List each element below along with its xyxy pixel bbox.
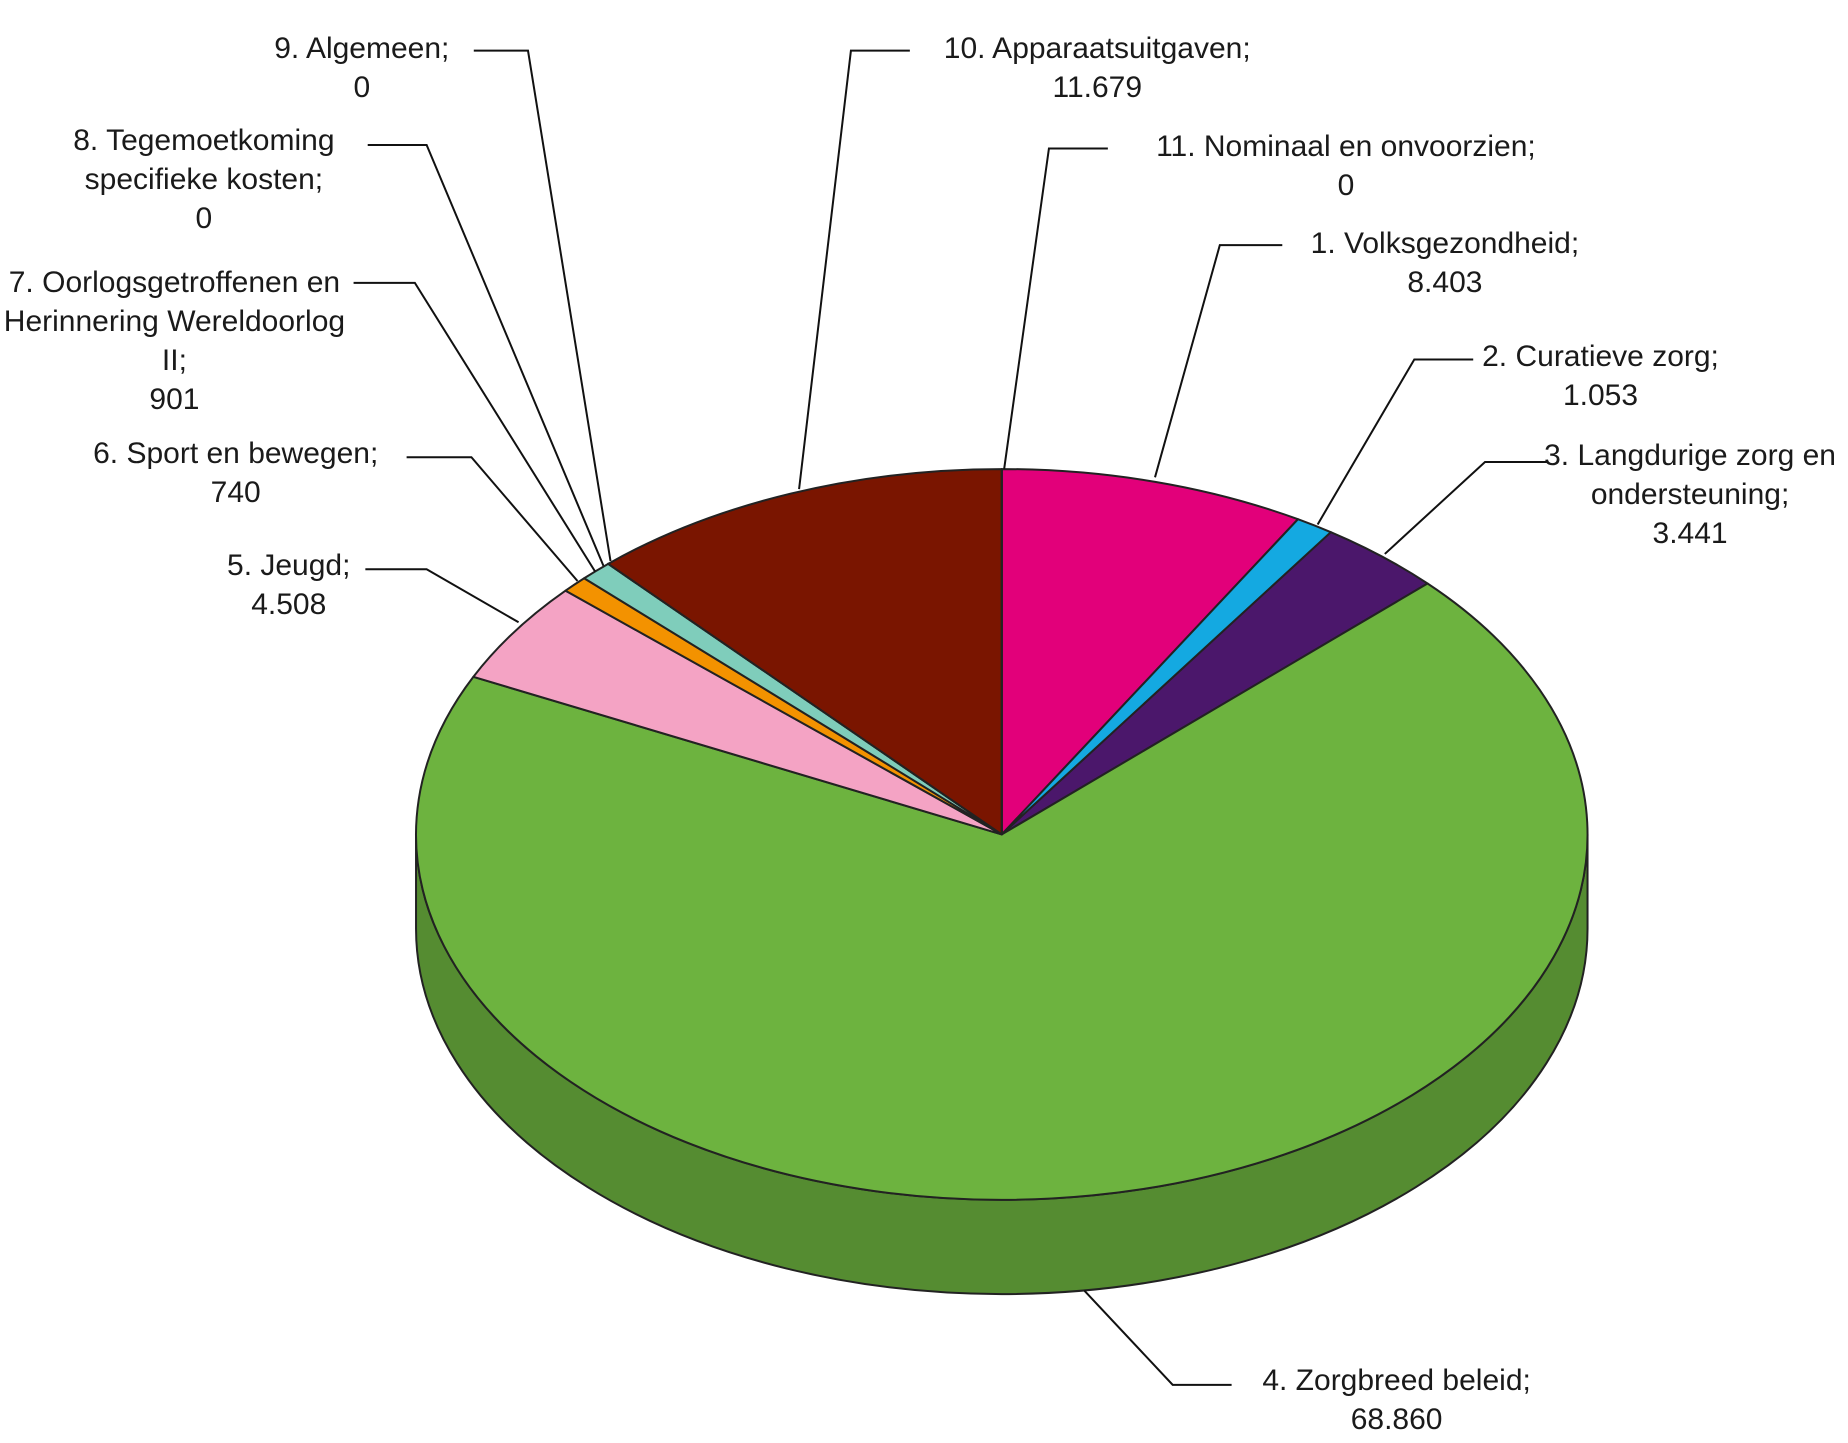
value-label: 3.441: [1652, 517, 1728, 551]
value-label: 0: [1337, 169, 1355, 203]
value-label: 1.053: [1562, 379, 1639, 413]
slice: [1000, 468, 1299, 836]
value-label: 901: [149, 382, 200, 416]
leader-line: [473, 49, 612, 562]
leader-line: [353, 281, 597, 573]
category-label: 5. Jeugd;: [227, 548, 351, 582]
slice: [472, 589, 1003, 836]
value-label: 68.860: [1350, 1403, 1443, 1437]
value-label: 8.403: [1407, 265, 1483, 299]
category-label: 10. Apparaatsuitgaven;: [943, 32, 1251, 66]
category-label: 1. Volksgezondheid;: [1310, 226, 1580, 260]
category-label: 9. Algemeen;: [274, 32, 450, 66]
category-label: 3. Langdurige zorg en ondersteuning;: [1544, 439, 1836, 512]
slice-label: 1. Volksgezondheid; 8.403: [1197, 224, 1692, 302]
leader-line: [1154, 244, 1283, 478]
slice: [607, 468, 1003, 836]
slice-label: 9. Algemeen; 0: [185, 29, 539, 107]
value-label: 740: [210, 475, 261, 509]
category-label: 2. Curatieve zorg;: [1482, 340, 1719, 374]
leader-line: [1083, 1289, 1232, 1386]
slice-label: 6. Sport en bewegen; 740: [24, 434, 448, 512]
slice-label: 11. Nominaal en onvoorzien; 0: [1087, 127, 1606, 205]
leader-line: [1384, 461, 1548, 555]
leader-line: [365, 568, 520, 624]
leader-line: [1316, 358, 1474, 525]
category-label: 7. Oorlogsgetroffenen en Herinnering Wer…: [3, 265, 346, 377]
slice-label: 5. Jeugd; 4.508: [112, 546, 466, 624]
slice-label: 2. Curatieve zorg; 1.053: [1353, 337, 1848, 415]
value-label: 0: [195, 202, 213, 236]
category-label: 11. Nominaal en onvoorzien;: [1156, 130, 1536, 164]
leader-line: [1003, 147, 1108, 470]
category-label: 4. Zorgbreed beleid;: [1262, 1364, 1531, 1398]
value-label: 11.679: [1052, 71, 1143, 105]
leader-line: [798, 49, 910, 490]
leader-line: [367, 143, 605, 567]
value-label: 4.508: [251, 587, 327, 621]
slice-label: 3. Langdurige zorg en ondersteuning; 3.44…: [1538, 436, 1842, 553]
category-label: 6. Sport en bewegen;: [93, 436, 379, 470]
slice: [415, 582, 1589, 1201]
value-label: 0: [353, 71, 371, 105]
slice-label: 10. Apparaatsuitgaven; 11.679: [850, 29, 1345, 107]
slice-label: 4. Zorgbreed beleid; 68.860: [1149, 1361, 1644, 1439]
leader-line: [406, 456, 579, 582]
slice-label: 8. Tegemoetkoming specifieke kosten; 0: [33, 121, 375, 238]
slice-label: 7. Oorlogsgetroffenen en Herinnering Wer…: [0, 263, 351, 419]
category-label: 8. Tegemoetkoming specifieke kosten;: [73, 124, 335, 197]
